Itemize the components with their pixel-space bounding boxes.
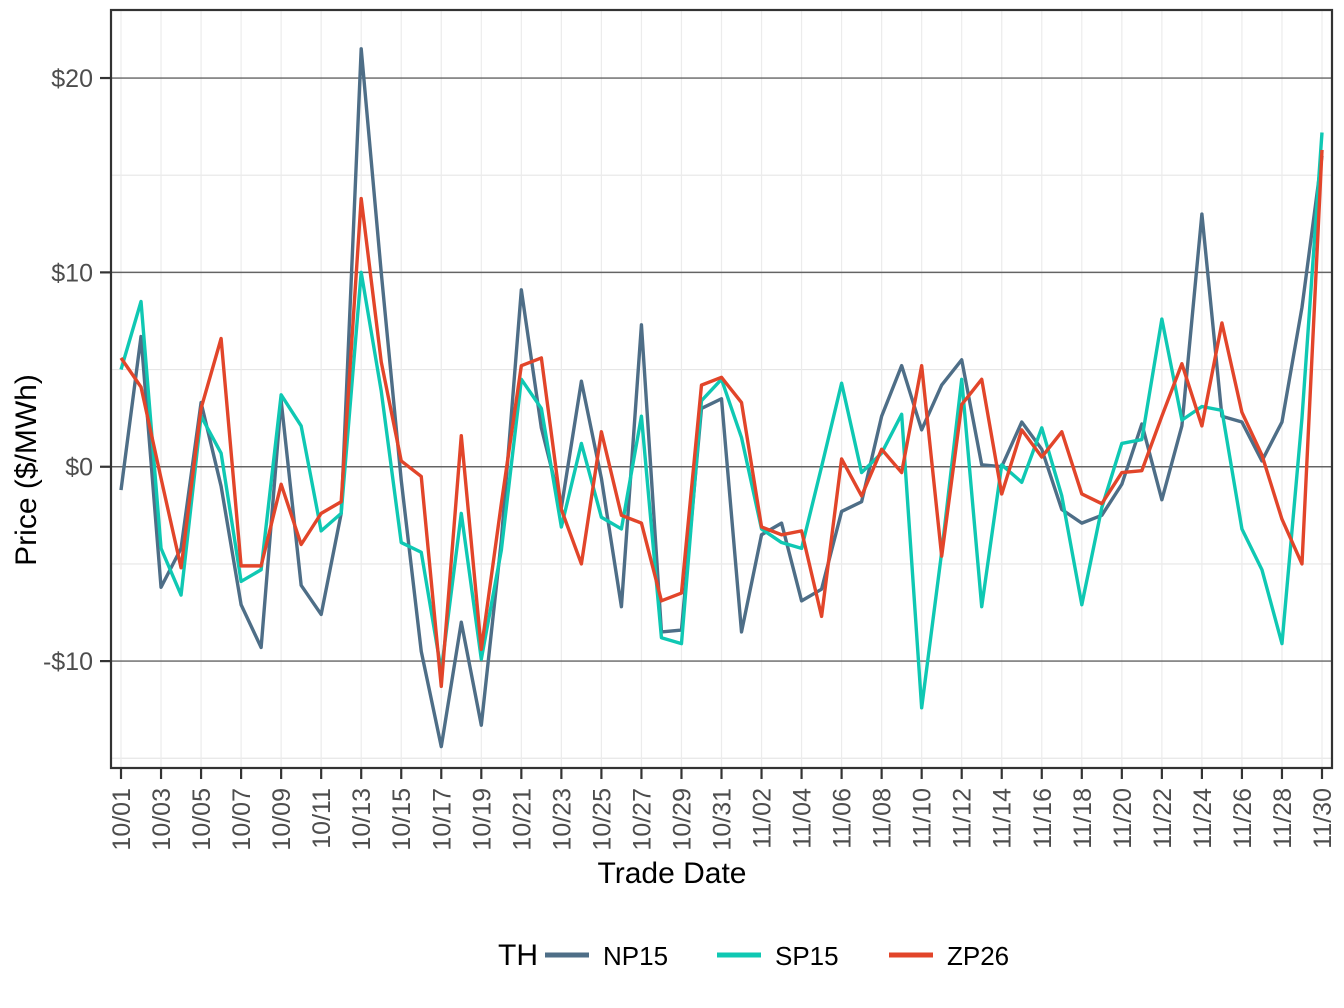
- series-lines: [119, 47, 1324, 749]
- legend-label-zp26[interactable]: ZP26: [947, 941, 1009, 971]
- x-tick-label: 11/14: [989, 788, 1017, 849]
- y-tick-label: $0: [65, 454, 93, 482]
- x-tick-label: 10/21: [508, 788, 536, 851]
- y-tick-label: $10: [51, 259, 93, 287]
- x-tick-label: 10/25: [588, 788, 616, 851]
- x-tick-label: 10/13: [348, 788, 376, 851]
- x-tick-label: 11/30: [1309, 788, 1337, 849]
- x-tick-label: 11/10: [909, 788, 937, 849]
- x-tick-label: 10/03: [148, 788, 176, 851]
- x-tick-label: 10/19: [468, 788, 496, 851]
- x-tick-label: 10/09: [268, 788, 296, 851]
- series-line-np15: [119, 47, 1324, 749]
- x-tick-label: 10/05: [188, 788, 216, 851]
- x-tick-label: 10/07: [228, 788, 256, 851]
- y-axis-ticks: -$10 $0 $10 $20: [43, 65, 111, 676]
- x-tick-label: 11/12: [949, 788, 977, 849]
- y-tick-label: -$10: [43, 648, 93, 676]
- x-tick-label: 11/24: [1189, 788, 1217, 849]
- x-tick-label: 10/31: [709, 788, 737, 851]
- x-tick-label: 10/27: [628, 788, 656, 851]
- x-tick-label: 11/28: [1269, 788, 1297, 849]
- x-tick-label: 11/04: [789, 788, 817, 849]
- x-tick-label: 11/02: [749, 788, 777, 849]
- x-tick-label: 11/18: [1069, 788, 1097, 849]
- chart-legend: TH NP15 SP15 ZP26: [498, 939, 1009, 972]
- x-tick-label: 10/23: [548, 788, 576, 851]
- x-tick-label: 11/06: [829, 788, 857, 849]
- x-axis-title: Trade Date: [598, 857, 747, 890]
- x-tick-label: 11/26: [1229, 788, 1257, 849]
- x-tick-label: 11/16: [1029, 788, 1057, 849]
- y-tick-label: $20: [51, 65, 93, 93]
- series-line-zp26: [119, 149, 1324, 689]
- x-tick-label: 10/15: [388, 788, 416, 851]
- legend-label-sp15[interactable]: SP15: [775, 941, 839, 971]
- legend-label-np15[interactable]: NP15: [603, 941, 668, 971]
- x-tick-label: 10/01: [108, 788, 136, 851]
- plot-panel: [109, 8, 1334, 770]
- y-axis-title: Price ($/MWh): [10, 374, 43, 566]
- x-tick-label: 11/22: [1149, 788, 1177, 849]
- x-tick-label: 10/17: [428, 788, 456, 851]
- x-tick-label: 10/29: [668, 788, 696, 851]
- legend-title: TH: [498, 939, 538, 972]
- x-tick-label: 10/11: [308, 788, 336, 849]
- x-tick-label: 11/20: [1109, 788, 1137, 849]
- x-axis-ticks: 10/01 10/03 10/05 10/07 10/09 10/11 10/13 10/15…: [108, 768, 1337, 851]
- x-tick-label: 11/08: [869, 788, 897, 849]
